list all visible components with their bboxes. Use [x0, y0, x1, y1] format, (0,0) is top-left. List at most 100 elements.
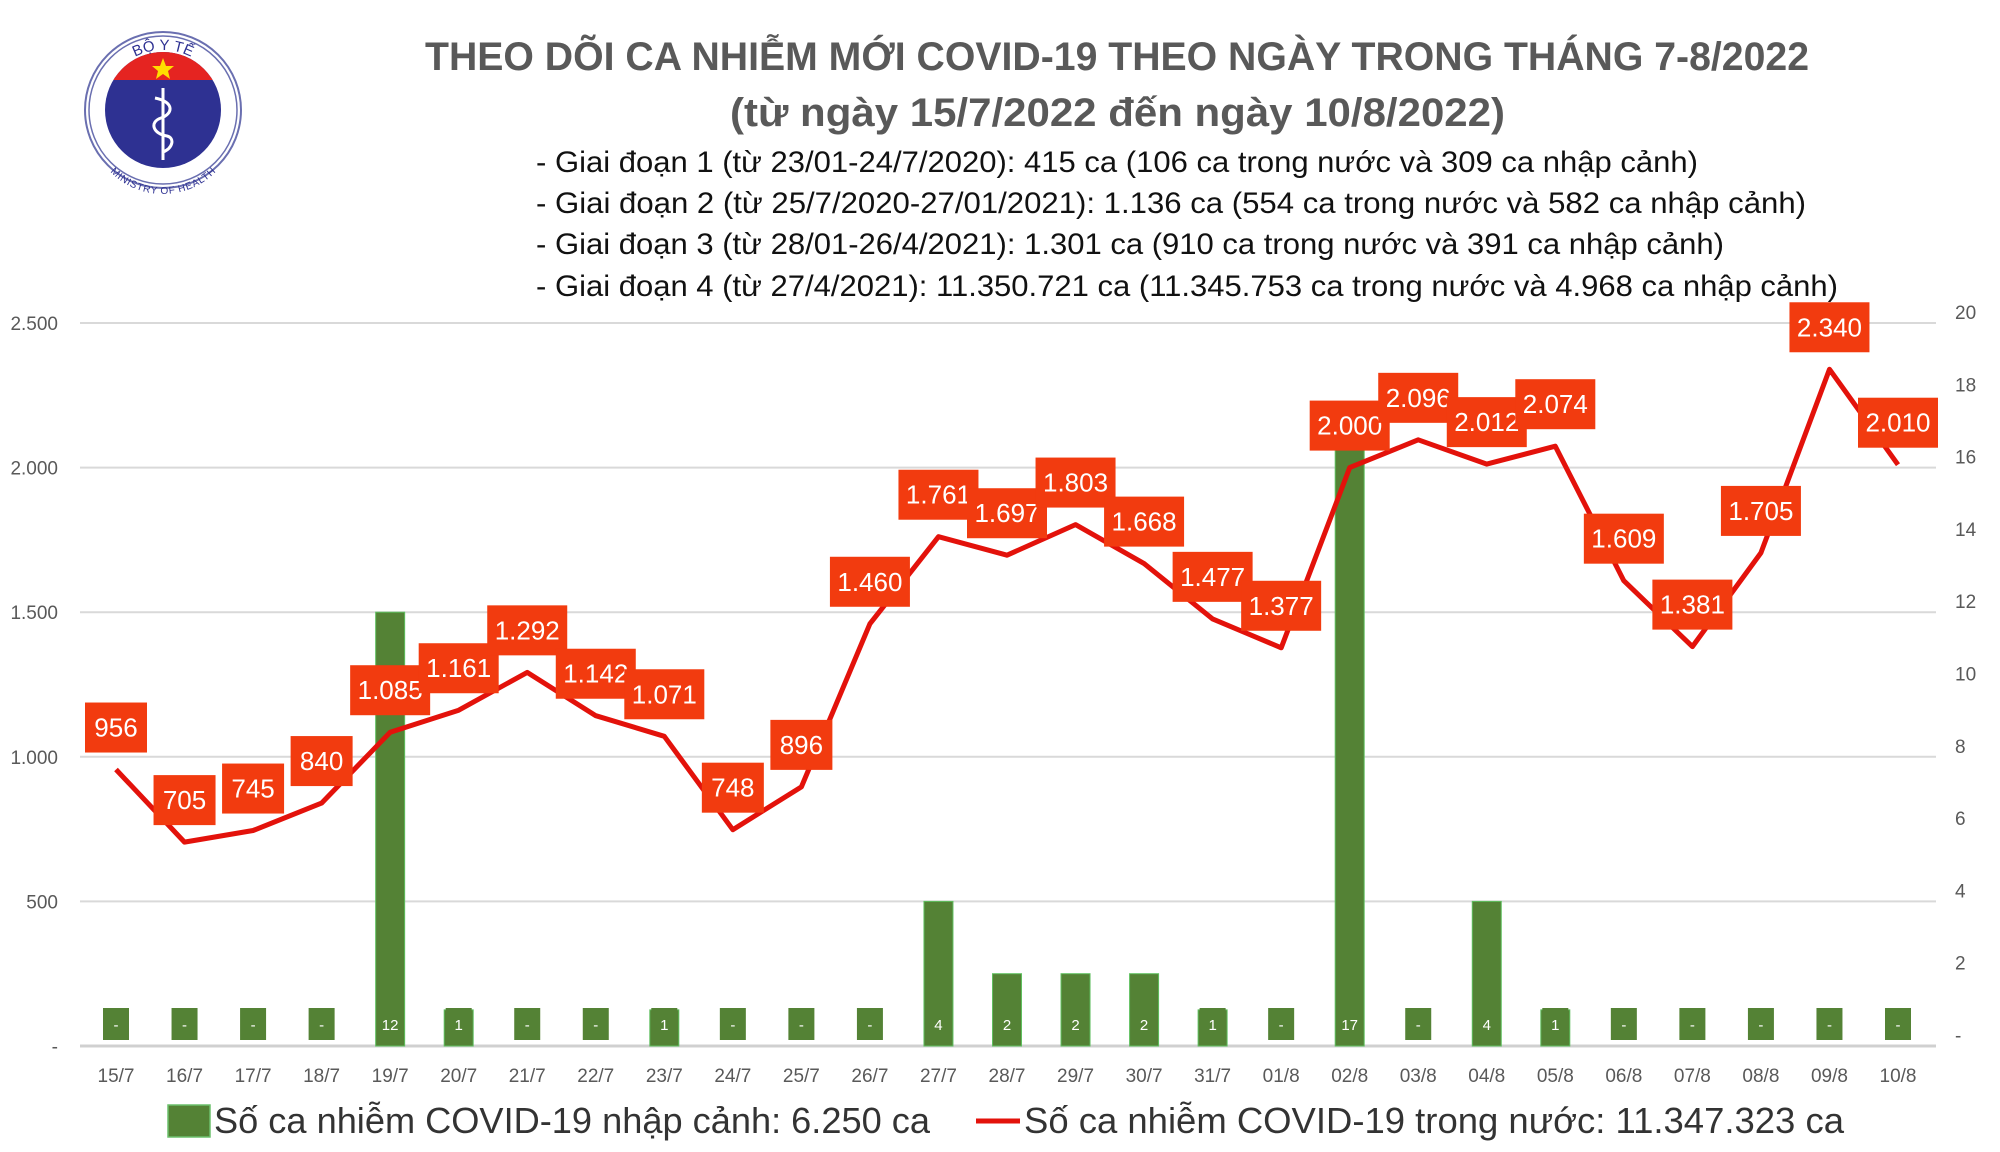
line-label-box — [1720, 485, 1801, 536]
line-data-label: 748 — [711, 773, 754, 803]
bar-data-label: - — [1621, 1017, 1626, 1034]
right-tick-label: 4 — [1955, 881, 1966, 902]
line-data-label: 1.477 — [1180, 562, 1245, 592]
bar-label-box — [103, 1008, 129, 1040]
line-data-label: 840 — [300, 746, 343, 776]
x-tick-label: 31/7 — [1194, 1066, 1231, 1087]
bar-data-label: 2 — [1003, 1017, 1011, 1034]
right-tick-label: 16 — [1955, 448, 1976, 469]
bar-data-label: - — [251, 1017, 256, 1034]
bar-data-label: 17 — [1341, 1017, 1358, 1034]
bar-label-box — [994, 1008, 1020, 1040]
right-tick-label: 2 — [1955, 954, 1966, 975]
bar-label-box — [1747, 1008, 1774, 1040]
star-icon — [152, 58, 174, 79]
line-data-label: 1.071 — [632, 679, 697, 709]
bar-label-box — [856, 1008, 883, 1040]
legend-label-import: Số ca nhiễm COVID-19 nhập cảnh: 6.250 ca — [214, 1100, 931, 1141]
x-tick-label: 28/7 — [989, 1066, 1026, 1087]
x-tick-label: 01/8 — [1263, 1066, 1300, 1087]
bar-label-box — [1816, 1008, 1843, 1040]
x-tick-label: 09/8 — [1811, 1066, 1848, 1087]
line-label-box — [701, 762, 764, 813]
line-data-label: 1.161 — [426, 653, 491, 683]
bar-label-box — [240, 1008, 267, 1040]
legend-swatch-import — [167, 1104, 211, 1138]
bar-data-label: - — [867, 1017, 872, 1034]
x-tick-label: 07/8 — [1674, 1066, 1711, 1087]
bar-data-label: - — [525, 1017, 530, 1034]
x-tick-label: 21/7 — [509, 1066, 546, 1087]
left-tick-label: 500 — [26, 892, 58, 913]
left-tick-label: 1.500 — [10, 603, 58, 624]
bar-label-box — [377, 1008, 404, 1040]
line-label-box — [1789, 302, 1870, 353]
left-axis: - 500 1.000 1.500 2.000 2.500 — [10, 314, 58, 1058]
import-cases-bars: - - - - 12 1 - - 1 - - - 4 2 2 2 1 - 17 - 4 1 - - - - - — [103, 430, 1911, 1047]
bar-label-box — [925, 1008, 952, 1040]
bar-data-label: 1 — [660, 1017, 668, 1034]
x-tick-label: 05/8 — [1537, 1066, 1574, 1087]
bar-data-label: - — [1279, 1017, 1284, 1034]
stage-1-annotation: - Giai đoạn 1 (từ 23/01-24/7/2020): 415 … — [536, 146, 1698, 179]
bar-label-box — [171, 1008, 198, 1040]
line-label-box — [624, 669, 705, 720]
line-data-label: 1.609 — [1591, 524, 1656, 554]
line-data-label: 1.085 — [358, 675, 423, 705]
stage-3-annotation: - Giai đoạn 3 (từ 28/01-26/4/2021): 1.30… — [536, 228, 1724, 261]
x-tick-label: 25/7 — [783, 1066, 820, 1087]
bar-label-box — [445, 1008, 472, 1040]
line-data-label: 1.803 — [1043, 468, 1108, 498]
legend-label-domestic: Số ca nhiễm COVID-19 trong nước: 11.347.… — [1024, 1100, 1845, 1141]
line-label-box — [967, 488, 1047, 539]
logo-top-text: BỘ Y TẾ — [130, 37, 197, 61]
bar-label-box — [1131, 1008, 1158, 1040]
line-label-box — [1446, 397, 1527, 448]
line-data-label: 956 — [94, 713, 137, 743]
right-tick-label: 18 — [1955, 375, 1976, 396]
left-tick-label: 2.500 — [10, 314, 58, 335]
bar-label-box — [1268, 1008, 1295, 1040]
x-axis: 15/7 16/7 17/7 18/7 19/7 20/7 21/7 22/7 23/7 24/7… — [98, 1066, 1917, 1087]
bar-data-label: 12 — [382, 1017, 399, 1034]
line-data-label: 2.340 — [1797, 312, 1862, 342]
bar-label-box — [1679, 1008, 1706, 1040]
x-tick-label: 04/8 — [1468, 1066, 1505, 1087]
right-tick-label: 8 — [1955, 737, 1966, 758]
line-label-box — [1104, 496, 1185, 547]
x-tick-label: 16/7 — [166, 1066, 203, 1087]
x-tick-label: 02/8 — [1331, 1066, 1368, 1087]
bar-data-label: 1 — [1551, 1017, 1559, 1034]
line-label-box — [290, 736, 353, 787]
x-tick-label: 22/7 — [577, 1066, 614, 1087]
left-tick-label: 1.000 — [10, 748, 58, 769]
bar-label-box — [788, 1008, 815, 1040]
x-tick-label: 19/7 — [372, 1066, 409, 1087]
line-label-box — [1378, 372, 1459, 423]
left-tick-label: - — [52, 1037, 58, 1058]
line-label-box — [898, 469, 979, 520]
line-label-box — [1309, 400, 1390, 451]
bar-label-box — [582, 1008, 609, 1040]
right-tick-label: - — [1955, 1026, 1961, 1047]
x-tick-label: 23/7 — [646, 1066, 683, 1087]
bar-data-label: - — [593, 1017, 598, 1034]
bar-label-box — [1199, 1008, 1226, 1040]
bar-data-label: 1 — [1208, 1017, 1216, 1034]
bar-data-label: - — [319, 1017, 324, 1034]
x-tick-label: 06/8 — [1605, 1066, 1642, 1087]
chart-subtitle: (từ ngày 15/7/2022 đến ngày 10/8/2022) — [730, 91, 1505, 135]
bar-label-box — [1062, 1008, 1089, 1040]
bar-label-box — [1405, 1008, 1432, 1040]
line-label-box — [1858, 397, 1938, 448]
bar-label-box — [1542, 1008, 1569, 1040]
stage-4-annotation: - Giai đoạn 4 (từ 27/4/2021): 11.350.721… — [536, 270, 1838, 303]
bar-data-label: - — [730, 1017, 735, 1034]
line-label-box — [1172, 551, 1253, 602]
line-data-label: 1.377 — [1249, 591, 1314, 621]
line-label-box — [1652, 579, 1733, 630]
x-tick-label: 20/7 — [440, 1066, 477, 1087]
ministry-of-health-logo: BỘ Y TẾ MINISTRY OF HEALTH — [84, 31, 242, 197]
